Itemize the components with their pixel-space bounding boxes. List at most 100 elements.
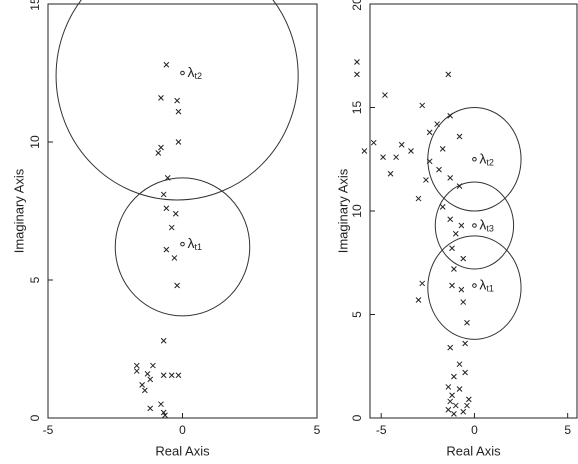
- point: [460, 299, 467, 305]
- point: [439, 204, 446, 210]
- point: [172, 210, 179, 217]
- point-stroke: [141, 387, 148, 394]
- eigenvalue-marker: [180, 70, 185, 76]
- point-stroke: [163, 205, 170, 212]
- point-stroke: [460, 408, 467, 415]
- eigenvalue-symbol: λ: [479, 150, 486, 166]
- point: [426, 129, 433, 136]
- point: [175, 372, 182, 379]
- point: [465, 396, 472, 403]
- point: [175, 108, 182, 115]
- circle-region: [55, 0, 299, 201]
- point: [419, 280, 426, 287]
- point: [380, 154, 386, 161]
- circle-region: [427, 107, 522, 212]
- point: [434, 121, 440, 127]
- point-stroke: [415, 195, 422, 202]
- point: [447, 112, 454, 119]
- point-stroke: [382, 92, 388, 98]
- point: [160, 409, 167, 416]
- y-tick-label: 10: [28, 135, 42, 149]
- point-stroke: [163, 246, 170, 253]
- point: [456, 386, 463, 392]
- point-stroke: [398, 141, 405, 148]
- y-tick-label: 20: [350, 0, 364, 11]
- point: [445, 384, 452, 390]
- point: [139, 382, 146, 388]
- eigenvalue-symbol: λ: [188, 235, 195, 251]
- y-tick-label: 15: [350, 101, 364, 115]
- point-stroke: [447, 112, 454, 119]
- point: [158, 144, 164, 151]
- plot-frame: [47, 3, 318, 419]
- point: [439, 146, 446, 152]
- point-stroke: [150, 362, 156, 369]
- point-stroke: [419, 280, 426, 287]
- point-stroke: [449, 245, 455, 252]
- eigenvalue-subscript: t1: [486, 284, 494, 294]
- point-stroke: [147, 376, 154, 383]
- point: [160, 191, 167, 198]
- point-stroke: [462, 369, 468, 376]
- point-stroke: [447, 175, 454, 181]
- eigenvalue-subscript: t2: [486, 158, 494, 168]
- point-stroke: [458, 222, 465, 229]
- y-tick-label: 10: [350, 204, 364, 218]
- point-stroke: [174, 282, 180, 289]
- point: [168, 372, 175, 379]
- point: [133, 362, 140, 369]
- point-stroke: [162, 412, 168, 419]
- point-stroke: [419, 102, 426, 109]
- point-stroke: [380, 154, 386, 161]
- point: [382, 92, 388, 98]
- point-stroke: [415, 297, 422, 303]
- point-stroke: [445, 406, 452, 413]
- point: [168, 224, 175, 231]
- point-stroke: [158, 401, 164, 408]
- point-stroke: [370, 139, 377, 146]
- eigenvalue-marker: [472, 223, 477, 228]
- point-stroke: [452, 230, 459, 237]
- point: [158, 401, 164, 408]
- eigenvalue-subscript: t3: [486, 224, 494, 234]
- point-stroke: [168, 224, 175, 231]
- eigenvalue-label: λt1: [188, 235, 203, 253]
- point: [462, 369, 468, 376]
- point: [164, 175, 171, 181]
- point: [460, 255, 467, 262]
- eigenvalue-marker: [472, 156, 477, 162]
- point-stroke: [158, 144, 164, 151]
- y-tick-label: 15: [28, 0, 42, 11]
- point: [171, 255, 178, 261]
- point: [387, 170, 394, 177]
- point: [354, 59, 360, 65]
- point: [158, 94, 164, 101]
- point-stroke: [462, 340, 468, 347]
- point: [452, 402, 459, 409]
- point: [464, 402, 470, 409]
- point: [452, 230, 459, 237]
- point: [354, 71, 360, 78]
- point: [447, 216, 454, 223]
- point: [174, 282, 180, 289]
- x-tick-label: 5: [314, 423, 321, 437]
- point: [163, 246, 170, 253]
- point-stroke: [139, 382, 146, 388]
- point: [415, 195, 422, 202]
- point-stroke: [175, 139, 182, 145]
- point-stroke: [434, 121, 440, 127]
- point-stroke: [171, 255, 178, 261]
- point: [449, 282, 455, 289]
- eigenvalue-symbol: λ: [479, 276, 486, 292]
- point: [447, 175, 454, 181]
- point-stroke: [174, 97, 180, 104]
- y-axis-label: Imaginary Axis: [335, 168, 350, 253]
- point-stroke: [456, 361, 463, 368]
- point: [147, 405, 154, 412]
- x-tick-label: -5: [376, 423, 387, 437]
- point: [436, 166, 442, 173]
- point-stroke: [361, 148, 368, 154]
- x-axis-label: Real Axis: [446, 443, 501, 458]
- point: [147, 376, 154, 383]
